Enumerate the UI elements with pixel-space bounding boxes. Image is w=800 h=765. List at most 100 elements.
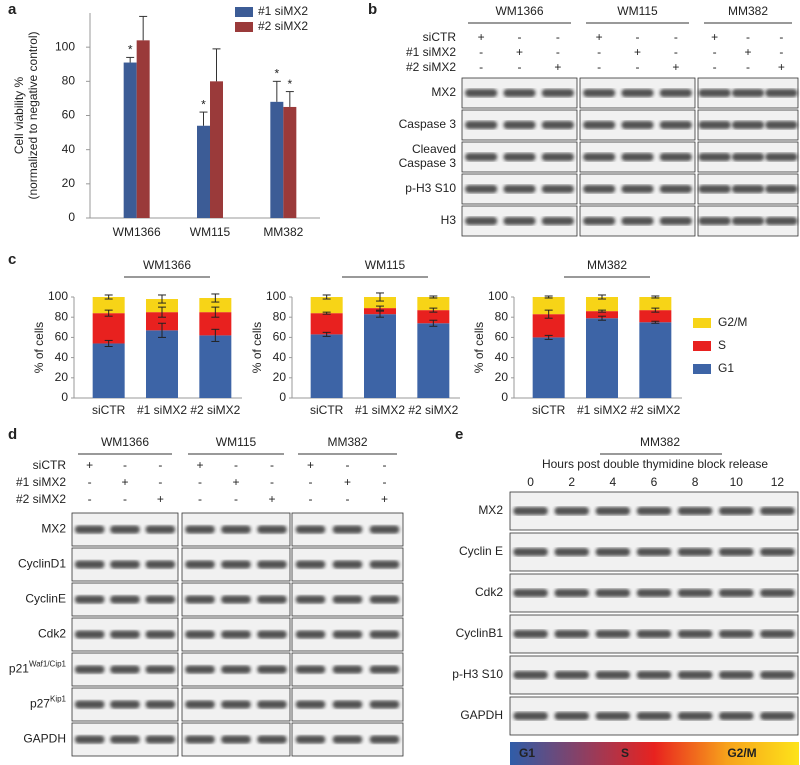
band: [731, 89, 765, 97]
band: [503, 89, 536, 97]
band: [513, 589, 548, 597]
error-bar: [285, 91, 294, 107]
band: [636, 712, 672, 720]
legend-swatch: [235, 7, 253, 17]
condition-sign: -: [270, 458, 274, 472]
row-label: GAPDH: [460, 708, 503, 722]
band: [698, 121, 731, 129]
band: [513, 712, 548, 720]
band: [332, 630, 363, 639]
bar-segment: [146, 312, 178, 331]
lane-label: 12: [771, 475, 785, 489]
band: [760, 712, 795, 720]
condition-sign: +: [157, 492, 164, 506]
band: [595, 671, 631, 679]
band: [257, 525, 287, 534]
error-bar: [212, 48, 221, 82]
band: [257, 735, 287, 744]
chart-title: WM115: [365, 258, 406, 272]
y-tick-label: 60: [62, 108, 76, 122]
row-label-main: p21: [9, 662, 29, 676]
y-axis-label: % of cells: [32, 322, 46, 373]
band: [554, 589, 589, 597]
band: [765, 217, 798, 225]
row-label: Caspase 3: [399, 117, 457, 131]
condition-sign: -: [270, 475, 274, 489]
condition-sign: -: [556, 30, 560, 44]
condition-sign: +: [596, 30, 603, 44]
y-tick-label: 0: [279, 390, 286, 404]
condition-sign: -: [636, 60, 640, 74]
band: [554, 630, 589, 638]
band: [185, 665, 215, 674]
legend-swatch: [693, 341, 711, 351]
bar-segment: [639, 322, 672, 398]
band: [110, 595, 140, 604]
band: [719, 630, 754, 638]
bar-segment: [92, 297, 125, 314]
band: [698, 89, 731, 97]
error-bar: [598, 315, 606, 321]
condition-sign: -: [309, 475, 313, 489]
condition-label: #1 siMX2: [16, 475, 66, 489]
band: [110, 665, 140, 674]
band: [636, 589, 672, 597]
band: [295, 735, 326, 744]
x-tick-label: #2 siMX2: [408, 403, 458, 417]
error-bar: [199, 111, 208, 126]
condition-sign: +: [86, 458, 93, 472]
error-bar: [544, 334, 553, 340]
condition-sign: -: [383, 475, 387, 489]
band: [503, 217, 536, 225]
error-bar: [158, 306, 166, 318]
error-bar: [211, 293, 220, 303]
lane-label: 8: [692, 475, 699, 489]
bar-segment: [310, 313, 343, 335]
error-bar: [322, 294, 331, 300]
band: [110, 630, 140, 639]
phase-label: G1: [519, 746, 535, 760]
band: [731, 185, 765, 193]
band: [541, 121, 574, 129]
band: [636, 671, 672, 679]
x-tick-label: siCTR: [92, 403, 126, 417]
band: [636, 630, 672, 638]
band: [185, 560, 215, 569]
error-bar: [272, 80, 281, 102]
row-label: p21Waf1/Cip1: [9, 660, 67, 676]
band: [541, 153, 574, 161]
y-axis-label: (normalized to negative control): [26, 31, 40, 199]
band: [698, 217, 731, 225]
condition-sign: -: [123, 458, 127, 472]
band: [698, 185, 731, 193]
condition-sign: -: [123, 492, 127, 506]
band: [369, 525, 400, 534]
error-bar: [104, 294, 113, 300]
band: [513, 548, 548, 556]
error-bar: [598, 309, 606, 313]
condition-sign: -: [383, 458, 387, 472]
band: [636, 507, 672, 515]
phase-label: S: [621, 746, 629, 760]
band: [332, 525, 363, 534]
band: [145, 630, 176, 639]
condition-sign: +: [554, 60, 561, 74]
bar-segment: [92, 313, 125, 344]
band: [110, 525, 140, 534]
band: [185, 630, 215, 639]
band: [659, 217, 692, 225]
band: [760, 630, 795, 638]
row-label: Cyclin E: [459, 544, 503, 558]
row-label: CyclinD1: [18, 557, 66, 571]
condition-sign: -: [346, 492, 350, 506]
chart-title: MM382: [587, 258, 627, 272]
band: [554, 548, 589, 556]
error-bar: [376, 305, 384, 311]
bar: [136, 40, 150, 219]
error-bar: [139, 15, 148, 41]
lane-label: 4: [610, 475, 617, 489]
condition-sign: +: [307, 458, 314, 472]
band: [257, 630, 287, 639]
band: [760, 507, 795, 515]
panel-label: a: [8, 1, 17, 18]
